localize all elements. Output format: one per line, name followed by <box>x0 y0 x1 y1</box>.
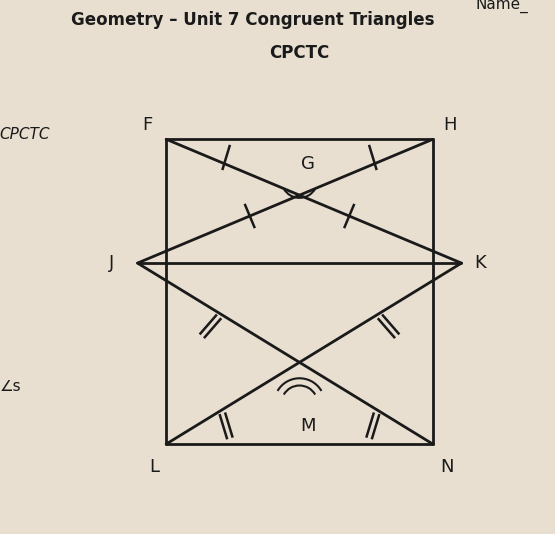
Text: G: G <box>301 155 315 174</box>
Text: CPCTC: CPCTC <box>269 44 330 62</box>
Text: Name_: Name_ <box>476 0 528 13</box>
Text: N: N <box>441 458 454 476</box>
Text: K: K <box>475 254 486 272</box>
Text: Geometry – Unit 7 Congruent Triangles: Geometry – Unit 7 Congruent Triangles <box>71 11 435 29</box>
Text: F: F <box>142 116 152 134</box>
Text: L: L <box>149 458 159 476</box>
Text: ∠s: ∠s <box>0 380 21 395</box>
Text: M: M <box>300 418 316 435</box>
Text: J: J <box>109 254 114 272</box>
Text: CPCTC: CPCTC <box>0 127 50 142</box>
Text: H: H <box>443 116 456 134</box>
